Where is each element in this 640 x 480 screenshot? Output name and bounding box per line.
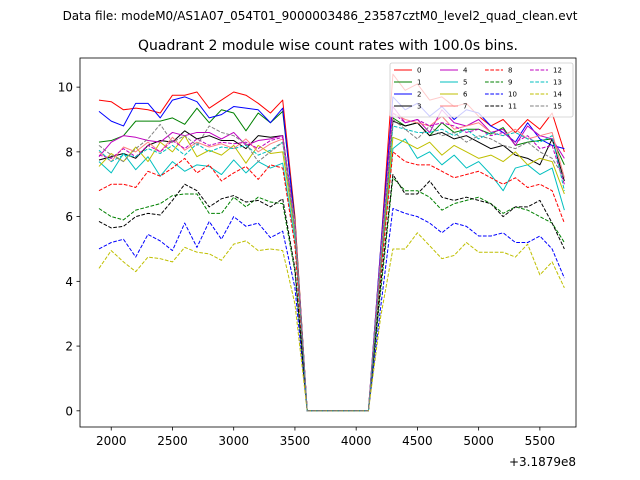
x-tick-label: 2000 [96, 434, 127, 448]
y-axis: 0 2 4 6 8 10 [58, 81, 80, 418]
series-line-11 [98, 174, 565, 412]
legend-label-13: 13 [553, 79, 562, 87]
x-tick-label: 4500 [402, 434, 433, 448]
series-layer [98, 73, 565, 412]
x-tick-label: 3000 [218, 434, 249, 448]
series-line-15 [98, 119, 565, 412]
x-tick-label: 5500 [525, 434, 556, 448]
legend-label-12: 12 [553, 67, 562, 75]
x-tick-label: 4000 [341, 434, 372, 448]
y-tick-label: 0 [65, 404, 73, 418]
x-axis: 2000 2500 3000 3500 4000 4500 5000 5500 [96, 427, 555, 448]
y-tick-label: 2 [65, 340, 73, 354]
series-line-8 [98, 151, 565, 412]
chart-title: Quadrant 2 module wise count rates with … [138, 38, 518, 54]
y-tick-label: 10 [58, 81, 73, 95]
legend-label-9: 9 [508, 79, 512, 87]
y-tick-label: 6 [65, 210, 73, 224]
legend-label-7: 7 [463, 103, 467, 111]
legend-label-15: 15 [553, 103, 562, 111]
axes-frame [79, 57, 577, 428]
series-line-14 [98, 232, 565, 412]
x-axis-offset-label: +3.1879e8 [509, 455, 576, 469]
legend-label-11: 11 [508, 103, 517, 111]
legend-label-6: 6 [463, 91, 468, 99]
legend-label-4: 4 [463, 67, 468, 75]
legend-label-5: 5 [463, 79, 467, 87]
legend-label-1: 1 [417, 79, 421, 87]
x-tick-label: 5000 [463, 434, 494, 448]
figure-suptitle: Data file: modeM0/AS1A07_054T01_90000034… [63, 9, 578, 23]
legend-label-2: 2 [417, 91, 421, 99]
legend-label-14: 14 [553, 91, 562, 99]
y-tick-label: 8 [65, 145, 73, 159]
legend-label-10: 10 [508, 91, 517, 99]
legend-label-3: 3 [417, 103, 421, 111]
x-tick-label: 3500 [280, 434, 311, 448]
legend-label-8: 8 [508, 67, 512, 75]
legend-label-0: 0 [417, 67, 421, 75]
legend-frame [389, 62, 574, 118]
series-line-13 [98, 125, 565, 412]
x-tick-label: 2500 [157, 434, 188, 448]
y-tick-label: 4 [65, 275, 73, 289]
plot-area: 2000 2500 3000 3500 4000 4500 5000 5500 0246810… [58, 57, 577, 469]
